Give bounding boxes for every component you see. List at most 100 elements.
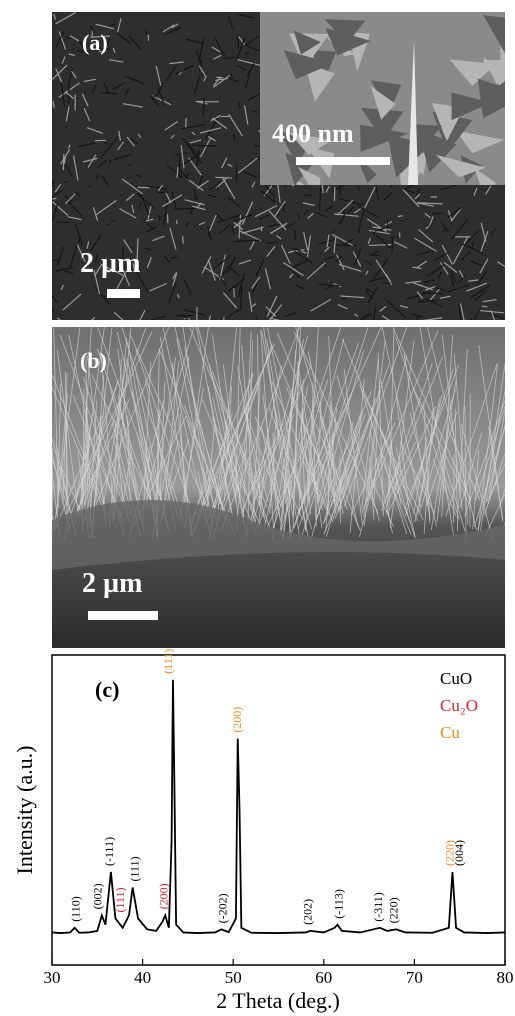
needle: [424, 212, 431, 219]
needle: [92, 207, 99, 221]
x-tick-label: 80: [497, 968, 514, 987]
needle: [459, 432, 483, 509]
needle: [166, 164, 184, 179]
needle: [335, 254, 345, 271]
needle: [54, 183, 62, 193]
needle: [126, 136, 136, 147]
needle: [93, 269, 101, 295]
needle: [60, 284, 64, 290]
needle: [123, 103, 143, 108]
needle: [190, 196, 196, 215]
needle: [161, 194, 183, 208]
needle: [62, 373, 68, 505]
needle: [276, 235, 282, 240]
needle: [197, 418, 223, 506]
needle: [69, 35, 80, 42]
needle: [232, 221, 244, 231]
needle: [288, 273, 294, 279]
needle: [222, 264, 230, 276]
needle: [100, 91, 118, 95]
needle: [217, 424, 250, 517]
needle: [106, 223, 112, 227]
needle: [450, 270, 457, 283]
needle: [65, 91, 75, 100]
needle: [453, 353, 469, 525]
needle: [389, 340, 415, 529]
peak-label: (004): [452, 840, 466, 866]
panel-label: (a): [82, 30, 108, 55]
needle: [443, 262, 458, 273]
needle: [239, 286, 243, 310]
needle: [195, 50, 202, 65]
needle: [323, 416, 372, 523]
needle: [67, 331, 153, 512]
needle: [86, 241, 90, 249]
needle: [222, 56, 235, 60]
needle: [414, 237, 437, 252]
needle: [301, 338, 345, 505]
needle: [95, 253, 98, 263]
needle: [101, 264, 124, 276]
needle: [416, 291, 424, 299]
needle: [180, 145, 185, 169]
needle: [368, 229, 390, 235]
needle: [61, 56, 66, 64]
needle: [359, 355, 408, 537]
needle: [418, 299, 438, 303]
crystal: [474, 167, 497, 185]
needle: [78, 40, 89, 57]
panel-label: (b): [80, 348, 107, 373]
needle: [128, 35, 142, 51]
needle: [137, 133, 142, 138]
needle: [219, 254, 226, 280]
needle: [169, 61, 184, 65]
needle: [289, 249, 305, 253]
needle: [365, 289, 373, 300]
needle: [325, 185, 331, 193]
needle: [448, 430, 481, 501]
needle: [170, 134, 175, 139]
needle: [248, 292, 253, 312]
film-edge: [52, 500, 505, 570]
scale-bar: [107, 289, 140, 298]
needle: [264, 268, 272, 290]
needle: [69, 244, 78, 268]
needle: [447, 283, 470, 293]
needle: [239, 230, 262, 242]
peak-label: (200): [230, 707, 244, 733]
needle: [416, 260, 428, 269]
needle: [127, 163, 132, 167]
needle: [268, 223, 281, 228]
needle: [490, 309, 496, 320]
needle: [146, 226, 157, 233]
needle: [83, 327, 147, 506]
inset-texture: [278, 15, 505, 185]
needle: [249, 240, 255, 251]
needle: [476, 389, 505, 536]
needle: [258, 413, 295, 525]
needle: [209, 214, 217, 232]
needle: [349, 379, 365, 533]
peak-label: (202): [300, 899, 314, 925]
needle: [366, 470, 394, 528]
needle: [419, 327, 455, 537]
needle: [374, 224, 393, 232]
needle: [228, 113, 243, 137]
needle: [243, 35, 260, 47]
needle: [464, 399, 505, 517]
needle: [364, 259, 373, 266]
needle: [162, 201, 168, 226]
needle: [207, 259, 216, 281]
needle: [227, 163, 233, 167]
needle: [337, 304, 348, 310]
needle: [226, 255, 237, 274]
needle: [113, 311, 124, 320]
needle: [158, 215, 161, 221]
needle: [238, 36, 247, 47]
peak-label: (220): [443, 840, 457, 866]
needle: [305, 395, 314, 531]
needle: [207, 232, 210, 237]
needle: [184, 199, 206, 206]
crystal: [449, 59, 496, 86]
